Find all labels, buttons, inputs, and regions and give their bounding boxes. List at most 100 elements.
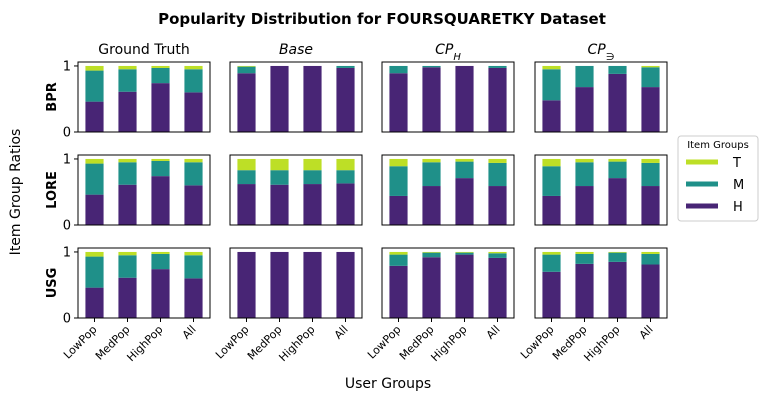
bar-usg-gt-highpop-h [151, 269, 170, 318]
row-label-usg: USG [45, 268, 60, 299]
bar-lore-cph-medpop-t [422, 158, 441, 163]
bar-usg-cp3-medpop-t [575, 251, 594, 254]
x-tick-label-all: All [180, 323, 199, 342]
bar-usg-cph-all-t [488, 251, 507, 254]
bar-usg-base-highpop-h [303, 251, 322, 318]
bar-bpr-base-lowpop-m [237, 66, 256, 74]
y-tick-label: 1 [63, 245, 71, 260]
column-title-base: Base [279, 42, 313, 58]
panel-frame [381, 61, 515, 133]
column-title-cph: CPH [435, 42, 461, 63]
row-label-lore: LORE [45, 171, 60, 209]
bar-usg-gt-all-t [184, 251, 203, 256]
bar-lore-base-highpop-t [303, 158, 322, 171]
bar-bpr-cph-all-m [488, 65, 507, 68]
bar-lore-gt-medpop-t [118, 158, 137, 163]
bar-usg-gt-lowpop-t [85, 251, 104, 257]
column-title-sub-cp3: ∋ [606, 52, 615, 63]
bar-usg-base-medpop-h [270, 251, 289, 318]
column-title-main-gt: Ground Truth [98, 42, 189, 58]
panel-lore-base [229, 154, 363, 226]
panel-frame [229, 154, 363, 226]
bar-usg-cph-all-m [488, 253, 507, 258]
panel-frame [534, 154, 668, 226]
bar-usg-cp3-highpop-t [608, 251, 627, 253]
panel-lore-cp3 [534, 154, 668, 226]
bar-bpr-cp3-lowpop-h [542, 100, 561, 132]
bar-lore-base-medpop-t [270, 158, 289, 171]
bar-usg-cp3-all-m [641, 253, 660, 265]
panel-lore-gt: 01 [63, 152, 211, 234]
bar-bpr-gt-lowpop-m [85, 70, 104, 102]
column-title-cp3: CP∋ [588, 42, 615, 63]
x-axis-label: User Groups [345, 376, 431, 392]
bar-usg-cph-highpop-m [455, 252, 474, 255]
panel-frame [77, 61, 211, 133]
panel-bpr-base [229, 61, 363, 133]
column-title-sub-cph: H [453, 52, 461, 63]
bar-lore-cp3-all-h [641, 186, 660, 225]
bar-usg-cp3-highpop-h [608, 261, 627, 318]
panel-frame [77, 154, 211, 226]
bar-usg-cph-medpop-h [422, 257, 441, 318]
bar-bpr-gt-lowpop-t [85, 65, 104, 71]
bar-lore-gt-highpop-t [151, 158, 170, 161]
y-tick-label: 0 [63, 219, 71, 234]
chart-title: Popularity Distribution for FOURSQUARETK… [158, 10, 606, 28]
x-tick-label-all: All [637, 323, 656, 342]
panel-frame [381, 247, 515, 319]
bar-bpr-base-medpop-h [270, 65, 289, 132]
bar-bpr-base-all-h [336, 67, 355, 132]
bar-bpr-gt-medpop-m [118, 69, 137, 92]
bar-bpr-cph-medpop-h [422, 67, 441, 132]
bar-bpr-gt-highpop-m [151, 67, 170, 84]
bar-usg-base-lowpop-h [237, 251, 256, 318]
x-tick-label-highpop: HighPop [276, 323, 317, 364]
bar-bpr-cp3-all-h [641, 87, 660, 132]
bar-bpr-cp3-medpop-m [575, 65, 594, 88]
column-title-main-cph: CP [435, 42, 454, 58]
bar-bpr-cp3-lowpop-t [542, 65, 561, 70]
bar-usg-gt-all-m [184, 255, 203, 279]
bar-lore-cp3-medpop-h [575, 186, 594, 225]
bar-lore-base-lowpop-t [237, 158, 256, 171]
legend-label-t: T [732, 156, 741, 171]
bar-lore-cph-highpop-h [455, 178, 474, 225]
column-title-main-base: Base [279, 42, 313, 58]
bar-bpr-cp3-all-m [641, 67, 660, 88]
x-tick-label-highpop: HighPop [124, 323, 165, 364]
bar-lore-base-all-h [336, 183, 355, 225]
y-axis-label: Item Group Ratios [8, 129, 24, 256]
bar-bpr-gt-lowpop-h [85, 101, 104, 132]
bar-lore-cp3-lowpop-m [542, 166, 561, 196]
panel-frame [229, 61, 363, 133]
bar-lore-cph-all-m [488, 162, 507, 187]
panel-frame [381, 154, 515, 226]
bar-usg-cph-lowpop-t [389, 251, 408, 255]
bar-lore-cp3-highpop-t [608, 158, 627, 162]
bar-lore-gt-medpop-m [118, 162, 137, 185]
bar-lore-cp3-all-m [641, 162, 660, 187]
bar-lore-cph-medpop-h [422, 186, 441, 225]
bar-lore-cp3-highpop-h [608, 178, 627, 225]
panel-frame [534, 61, 668, 133]
bar-lore-cph-medpop-m [422, 162, 441, 187]
panel-frame [534, 247, 668, 319]
bar-usg-gt-lowpop-h [85, 287, 104, 318]
bar-lore-base-lowpop-m [237, 170, 256, 185]
panel-frame [77, 247, 211, 319]
bar-lore-gt-all-h [184, 185, 203, 225]
bar-bpr-cp3-all-t [641, 65, 660, 68]
bar-bpr-gt-highpop-t [151, 65, 170, 68]
row-label-bpr: BPR [45, 82, 60, 111]
bar-lore-cp3-all-t [641, 158, 660, 163]
bar-usg-gt-medpop-m [118, 255, 137, 278]
bar-lore-gt-all-t [184, 158, 203, 163]
bar-bpr-base-all-m [336, 65, 355, 68]
bar-usg-cph-medpop-m [422, 252, 441, 258]
bar-bpr-cph-highpop-h [455, 65, 474, 132]
